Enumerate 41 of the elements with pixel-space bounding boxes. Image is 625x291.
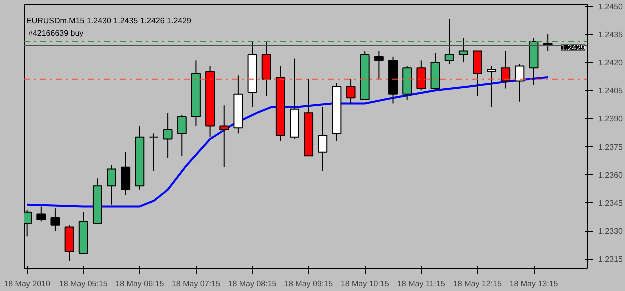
candlestick [50,208,60,232]
candlestick [107,165,116,206]
y-tick-label: 1.2330 [598,227,624,236]
x-tick-label: 18 May 12:15 [453,280,503,288]
x-tick-label: 18 May 2010 [4,280,51,288]
x-tick-label: 18 May 10:15 [340,280,390,288]
x-tick-label: 18 May 11:15 [397,280,446,288]
candlestick [458,38,468,64]
ref-line-label: 1.2429 [561,44,586,53]
y-tick-label: 1.2390 [598,114,624,124]
text: EURUSDm,M15 1.2430 1.2435 1.2426 1.2429 [26,16,192,26]
y-tick-label: 1.2315 [598,255,624,264]
candlestick [472,50,482,97]
y-tick-label: 1.2345 [598,198,624,208]
y-tick-label: 1.2450 [598,2,624,12]
y-tick-label: 1.2420 [598,58,624,68]
candlestick [36,206,46,222]
x-tick-label: 18 May 09:15 [284,280,334,288]
candlestick [501,50,511,90]
candlestick [163,112,173,159]
y-tick-label: 1.2435 [598,30,624,40]
candlestick [416,60,426,92]
candlestick [318,106,328,172]
y-tick-label: 1.2405 [598,86,624,96]
x-tick-label: 18 May 13:15 [510,280,559,288]
ref-line-label: #42166639 buy [28,28,84,38]
candlestick [515,64,525,102]
candlestick [177,114,187,157]
candlestick [487,66,497,108]
x-tick-label: 18 May 06:15 [116,280,165,288]
y-tick-label: 1.2360 [598,170,624,180]
x-tick-label: 18 May 07:15 [172,280,222,288]
candlestick [121,152,131,196]
x-tick-label: 18 May 05:15 [59,280,108,288]
y-tick-label: 1.2375 [598,142,624,152]
candlestick [444,18,454,65]
candlestick [149,133,159,172]
candlestick [220,105,230,168]
candlestick [374,50,384,80]
candlestick [346,78,356,104]
x-tick-label: 18 May 08:15 [228,280,278,288]
